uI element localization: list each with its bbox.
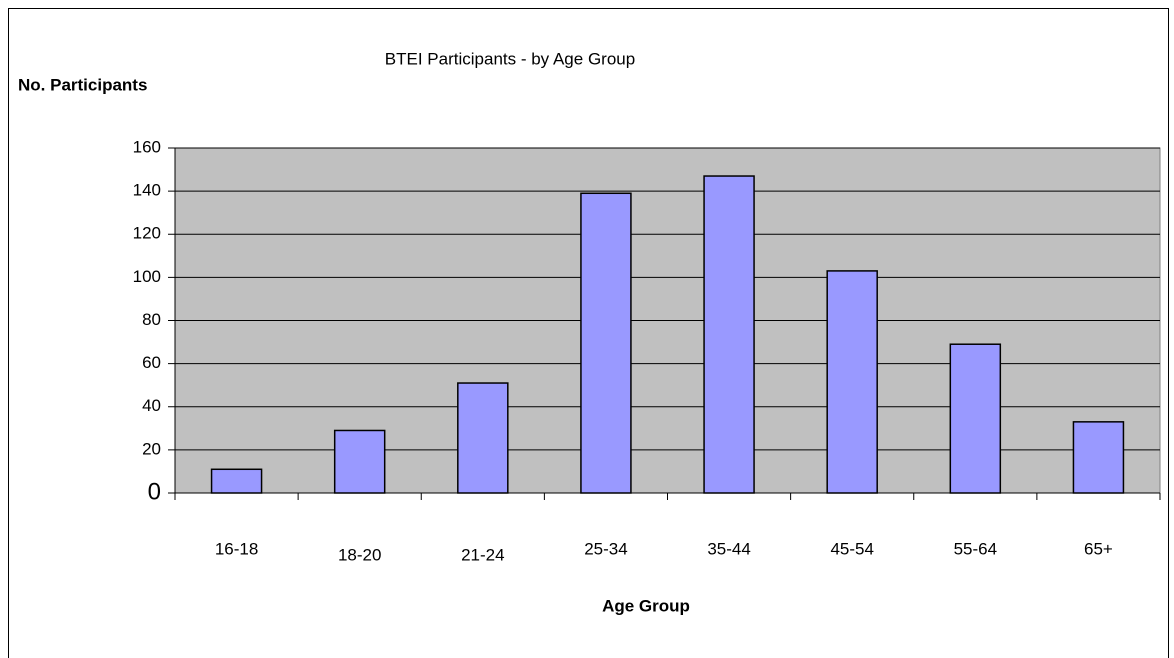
x-tick-label: 21-24 — [461, 545, 504, 564]
x-tick-label: 25-34 — [584, 539, 627, 558]
x-tick-label: 16-18 — [215, 539, 258, 558]
chart-title: BTEI Participants - by Age Group — [385, 49, 635, 68]
x-tick-label: 65+ — [1084, 539, 1113, 558]
y-tick-label: 160 — [133, 137, 161, 156]
x-tick-label: 45-54 — [830, 539, 873, 558]
y-tick-label: 0 — [148, 478, 161, 505]
bar — [703, 175, 755, 494]
y-tick-label: 40 — [142, 396, 161, 415]
bar — [210, 468, 263, 494]
bar — [580, 192, 632, 494]
bar — [1072, 421, 1125, 494]
bar — [826, 270, 878, 494]
bar — [949, 343, 1002, 494]
x-axis-label: Age Group — [602, 596, 690, 615]
y-tick-label: 140 — [133, 181, 161, 200]
y-tick-label: 120 — [133, 224, 161, 243]
x-tick-label: 55-64 — [954, 539, 997, 558]
y-tick-label: 100 — [133, 267, 161, 286]
y-axis-label: No. Participants — [18, 75, 147, 94]
bar — [457, 382, 509, 494]
y-tick-label: 60 — [142, 353, 161, 372]
y-tick-label: 20 — [142, 439, 161, 458]
x-tick-label: 35-44 — [707, 539, 750, 558]
x-tick-label: 18-20 — [338, 545, 381, 564]
y-tick-label: 80 — [142, 310, 161, 329]
bar — [333, 429, 386, 494]
